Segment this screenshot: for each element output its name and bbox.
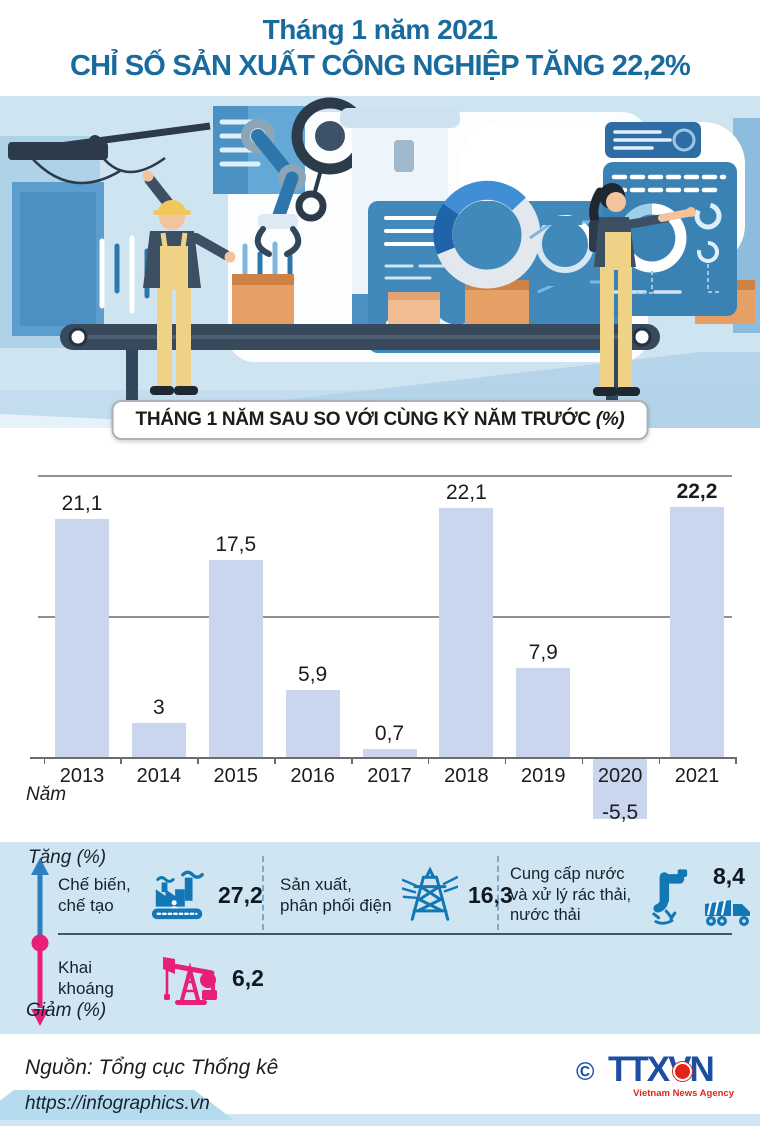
bar-value-label: 22,1 [445,480,487,504]
chart-title-unit: (%) [595,409,625,430]
increase-decrease-arrow-icon [31,858,49,1026]
sector-label: Khai khoáng [58,957,114,998]
axis-tick [120,757,122,764]
sector-value: 27,2 [218,881,263,908]
bar-value-label: 22,2 [676,479,718,503]
x-tick-label: 2015 [213,765,259,787]
axis-tick [274,757,276,764]
bar-value-label: 3 [153,696,165,720]
axis-tick [504,757,507,764]
source-note: Nguồn: Tổng cục Thống kê [25,1056,279,1079]
chart-bar-2017 [362,749,417,757]
sector-label: Cung cấp nước và xử lý rác thải, nước th… [510,865,632,925]
footer: Nguồn: Tổng cục Thống kê https://infogra… [0,1034,760,1126]
chart-bar-2015 [208,559,263,757]
x-tick-label: 2016 [290,765,335,787]
x-axis-line [30,757,736,759]
sector-value: 8,4 [713,862,745,889]
axis-tick [197,757,199,764]
x-tick-label: 2021 [674,765,720,787]
sector-item-water-waste: Cung cấp nước và xử lý rác thải, nước th… [510,856,758,934]
x-tick-label: 2019 [521,765,566,787]
x-tick-label: 2017 [367,765,412,787]
x-tick-label: 2018 [444,765,489,787]
sector-item-electricity: Sản xuất, phân phối điện 16,3 [280,860,513,930]
axis-tick [43,757,46,764]
page-subtitle: Tháng 1 năm 2021 [262,14,498,45]
gridline [38,475,732,477]
factory-scene-illustration [0,96,760,428]
bar-chart: Năm 21,1 2013 3 2014 17,5 2015 5,9 2016 0,7 2017 2… [0,428,760,842]
chart-bar-2016 [285,690,340,757]
garbage-truck-icon [705,899,750,926]
bar-value-label: -5,5 [602,801,639,825]
sector-label: Sản xuất, phân phối điện [280,874,392,915]
chart-bar-2021 [670,506,724,757]
axis-tick [581,757,584,764]
sector-item-manufacturing: Chế biến, chế tạo 27,2 [58,860,263,930]
gridline [38,616,732,618]
x-axis-label: Năm [26,784,67,805]
sector-breakdown-section: Tăng (%) Chế biến, chế tạo [0,842,760,1034]
divider [497,856,499,930]
chart-bar-2018 [439,507,494,757]
x-tick-label: 2013 [59,765,105,787]
chart-bar-2019 [516,667,571,757]
x-tick-label: 2020 [597,765,643,787]
chart-title-badge: THÁNG 1 NĂM SAU SO VỚI CÙNG KỲ NĂM TRƯỚC… [111,400,649,440]
agency-logo-text: TTXVN [608,1050,715,1089]
axis-tick [658,757,661,764]
bar-value-label: 7,9 [528,640,558,664]
oil-pump-icon [163,957,217,1005]
chart-bar-2014 [131,723,186,757]
website-link[interactable]: https://infographics.vn [25,1093,210,1114]
axis-tick [351,757,353,764]
decrease-label: Giảm (%) [26,1000,107,1021]
sector-value: 16,3 [468,881,513,908]
divider [262,856,264,930]
chart-bar-2013 [55,518,109,757]
sector-label: Chế biến, chế tạo [58,874,131,915]
row-separator [58,933,732,935]
chart-bar-2020 [593,757,648,820]
power-pylon-icon [402,866,458,921]
agency-name: Vietnam News Agency [633,1088,734,1099]
axis-tick [735,757,737,764]
increase-label: Tăng (%) [28,847,107,868]
bar-value-label: 5,9 [298,663,328,687]
bar-value-label: 17,5 [215,532,257,556]
axis-tick [427,757,430,764]
water-faucet-icon [652,869,688,925]
sector-item-mining: Khai khoáng 6,2 [58,946,264,1010]
factory-icon [151,870,204,920]
sector-value: 6,2 [232,964,264,991]
bar-value-label: 0,7 [374,722,405,746]
worker-right [589,183,696,396]
chart-title-text: THÁNG 1 NĂM SAU SO VỚI CÙNG KỲ NĂM TRƯỚC [135,409,592,430]
worker-left [142,170,236,395]
website-band [0,1090,234,1120]
bar-value-label: 21,1 [61,491,103,515]
globe-icon [673,1062,692,1081]
x-tick-label: 2014 [136,765,182,787]
copyright-icon: © [576,1058,595,1086]
news-agency-logo: © TTXVN Vietnam News Agency [576,1050,746,1110]
page-title: CHỈ SỐ SẢN XUẤT CÔNG NGHIỆP TĂNG 22,2% [69,50,691,82]
